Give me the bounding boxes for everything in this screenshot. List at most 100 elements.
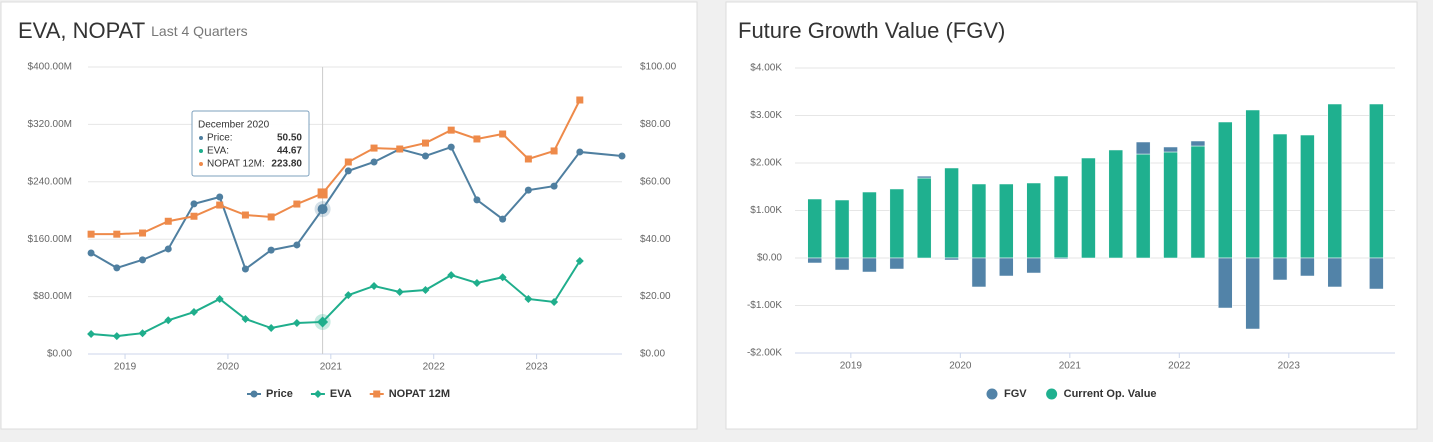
bar <box>807 257 822 264</box>
bar <box>889 188 905 259</box>
point <box>139 256 147 264</box>
point <box>87 249 95 257</box>
bar <box>834 199 850 259</box>
y2-tick-label: $40.00 <box>640 234 671 245</box>
point <box>215 294 224 303</box>
bar <box>971 183 987 259</box>
bar <box>1163 146 1178 153</box>
tooltip-title: December 2020 <box>198 120 270 131</box>
point <box>138 329 147 338</box>
point <box>267 246 275 254</box>
point <box>550 297 559 306</box>
bar <box>1218 257 1233 309</box>
point <box>241 211 249 219</box>
bar <box>834 257 850 271</box>
point <box>293 200 301 208</box>
point <box>344 158 352 166</box>
x-tick-label: 2022 <box>1168 361 1191 372</box>
bar <box>916 177 932 259</box>
point <box>370 144 378 152</box>
tooltip: December 2020 Price: 50.50 EVA: 44.67 NO… <box>191 110 310 177</box>
bar <box>1369 257 1384 290</box>
y2-tick-label: $80.00 <box>640 119 671 130</box>
tooltip-label: EVA: <box>207 146 229 157</box>
bar <box>1300 134 1315 259</box>
y-tick-label: $2.00K <box>750 158 782 169</box>
point <box>293 241 301 249</box>
bar <box>999 257 1014 277</box>
point <box>524 294 533 303</box>
y2-tick-label: $20.00 <box>640 291 671 302</box>
point <box>472 278 481 287</box>
point <box>370 158 378 166</box>
bar <box>944 257 959 261</box>
x-tick-label: 2020 <box>949 361 972 372</box>
bar <box>971 257 987 288</box>
x-tick-label: 2022 <box>423 362 446 373</box>
y-tick-label: $0.00 <box>757 253 782 264</box>
point <box>164 217 172 225</box>
bar <box>1135 141 1151 155</box>
point <box>164 316 173 325</box>
bar <box>1245 257 1260 330</box>
point <box>370 281 379 290</box>
y2-tick-label: $100.00 <box>640 62 677 73</box>
y-tick-label: $0.00 <box>47 349 72 360</box>
point <box>113 230 121 238</box>
tooltip-dot <box>199 136 203 140</box>
point <box>241 314 250 323</box>
x-tick-label: 2019 <box>114 362 137 373</box>
point <box>550 147 558 155</box>
y-tick-label: -$1.00K <box>747 300 782 311</box>
point <box>112 332 121 341</box>
title: EVA, NOPAT <box>18 18 145 43</box>
point <box>317 188 328 199</box>
legend-symbol <box>1046 388 1058 400</box>
y-tick-label: $160.00M <box>28 234 72 245</box>
y-tick-label: -$2.00K <box>747 348 782 359</box>
y2-tick-label: $0.00 <box>640 349 665 360</box>
bar <box>807 198 822 259</box>
bar <box>1245 109 1260 259</box>
subtitle: Last 4 Quarters <box>151 23 248 39</box>
legend-label: NOPAT 12M <box>389 388 450 400</box>
point <box>524 155 532 163</box>
point <box>550 182 558 190</box>
y-tick-label: $320.00M <box>28 119 72 130</box>
point <box>190 200 198 208</box>
line <box>91 260 581 338</box>
tooltip-value: 223.80 <box>271 159 302 170</box>
point <box>498 273 507 282</box>
x-tick-label: 2020 <box>217 362 240 373</box>
line <box>91 99 581 236</box>
bar <box>944 167 959 259</box>
tooltip-dot <box>199 149 203 153</box>
x-tick-label: 2021 <box>1059 361 1082 372</box>
y-tick-label: $80.00M <box>33 291 72 302</box>
y-tick-label: $4.00K <box>750 63 782 74</box>
point <box>292 319 301 328</box>
point <box>575 257 584 266</box>
y-tick-label: $400.00M <box>28 62 72 73</box>
bar <box>1327 103 1343 259</box>
y2-tick-label: $60.00 <box>640 176 671 187</box>
point <box>447 271 456 280</box>
bar <box>1026 257 1041 274</box>
point <box>499 130 507 138</box>
point <box>317 316 329 328</box>
point <box>317 204 328 215</box>
point <box>618 152 626 160</box>
point <box>164 245 172 253</box>
bar <box>1053 175 1069 259</box>
bar <box>862 257 877 273</box>
bar <box>1053 257 1069 260</box>
x-tick-label: 2023 <box>525 362 548 373</box>
point <box>241 265 249 273</box>
bar <box>1327 257 1343 288</box>
y-tick-label: $3.00K <box>750 110 782 121</box>
tooltip-label: Price: <box>207 133 233 144</box>
point <box>216 193 224 201</box>
chart-title: EVA, NOPAT Last 4 Quarters <box>18 18 248 43</box>
point <box>87 329 96 338</box>
